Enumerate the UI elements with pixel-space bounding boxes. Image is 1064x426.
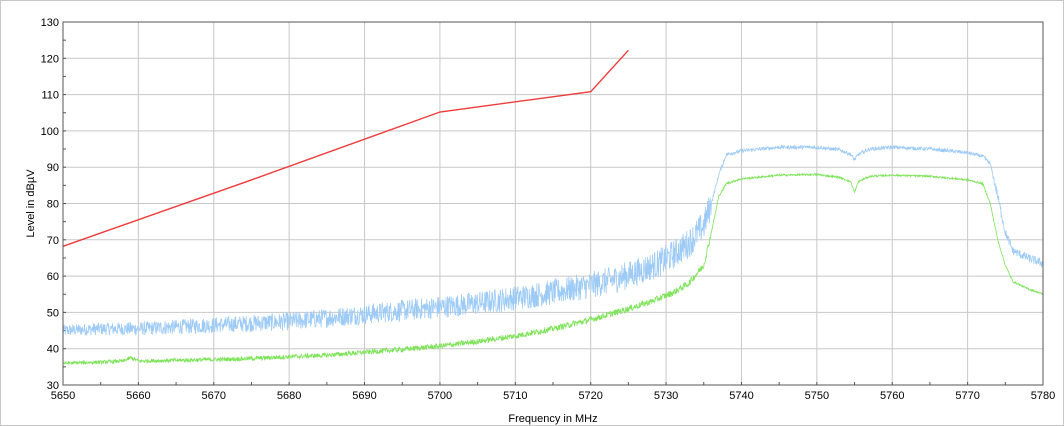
series-average-line <box>62 172 1044 366</box>
x-axis-title: Frequency in MHz <box>508 413 597 425</box>
y-tick-label: 90 <box>47 162 59 174</box>
x-tick-label: 5740 <box>729 390 753 402</box>
x-axis-ticks: 5650 5660 5670 5680 5690 5700 5710 5720 5730 5740… <box>51 390 1055 402</box>
x-tick-label: 5710 <box>503 390 527 402</box>
y-axis-title: Level in dBµV <box>25 169 37 238</box>
y-axis-ticks: 30 40 50 60 70 80 90 100 110 120 130 <box>41 17 59 392</box>
x-tick-label: 5720 <box>578 390 602 402</box>
x-tick-label: 5660 <box>126 390 150 402</box>
y-tick-label: 40 <box>47 344 59 356</box>
x-tick-label: 5750 <box>805 390 829 402</box>
y-tick-label: 120 <box>41 53 59 65</box>
x-tick-label: 5690 <box>352 390 376 402</box>
y-tick-label: 130 <box>41 17 59 29</box>
series-peak-line <box>62 144 1044 336</box>
x-tick-label: 5730 <box>654 390 678 402</box>
x-tick-label: 5700 <box>428 390 452 402</box>
series-group <box>62 49 1044 366</box>
x-tick-label: 5760 <box>880 390 904 402</box>
series-limit-line <box>62 49 629 247</box>
y-tick-label: 70 <box>47 235 59 247</box>
x-tick-label: 5670 <box>202 390 226 402</box>
x-tick-label: 5680 <box>277 390 301 402</box>
x-tick-label: 5780 <box>1031 390 1055 402</box>
y-tick-label: 80 <box>47 199 59 211</box>
y-tick-label: 30 <box>47 380 59 392</box>
x-tick-label: 5770 <box>955 390 979 402</box>
y-tick-label: 60 <box>47 271 59 283</box>
y-tick-label: 50 <box>47 307 59 319</box>
y-tick-label: 110 <box>41 90 59 102</box>
plot-frame <box>62 21 1044 386</box>
x-tick-label: 5650 <box>51 390 75 402</box>
y-tick-label: 100 <box>41 126 59 138</box>
